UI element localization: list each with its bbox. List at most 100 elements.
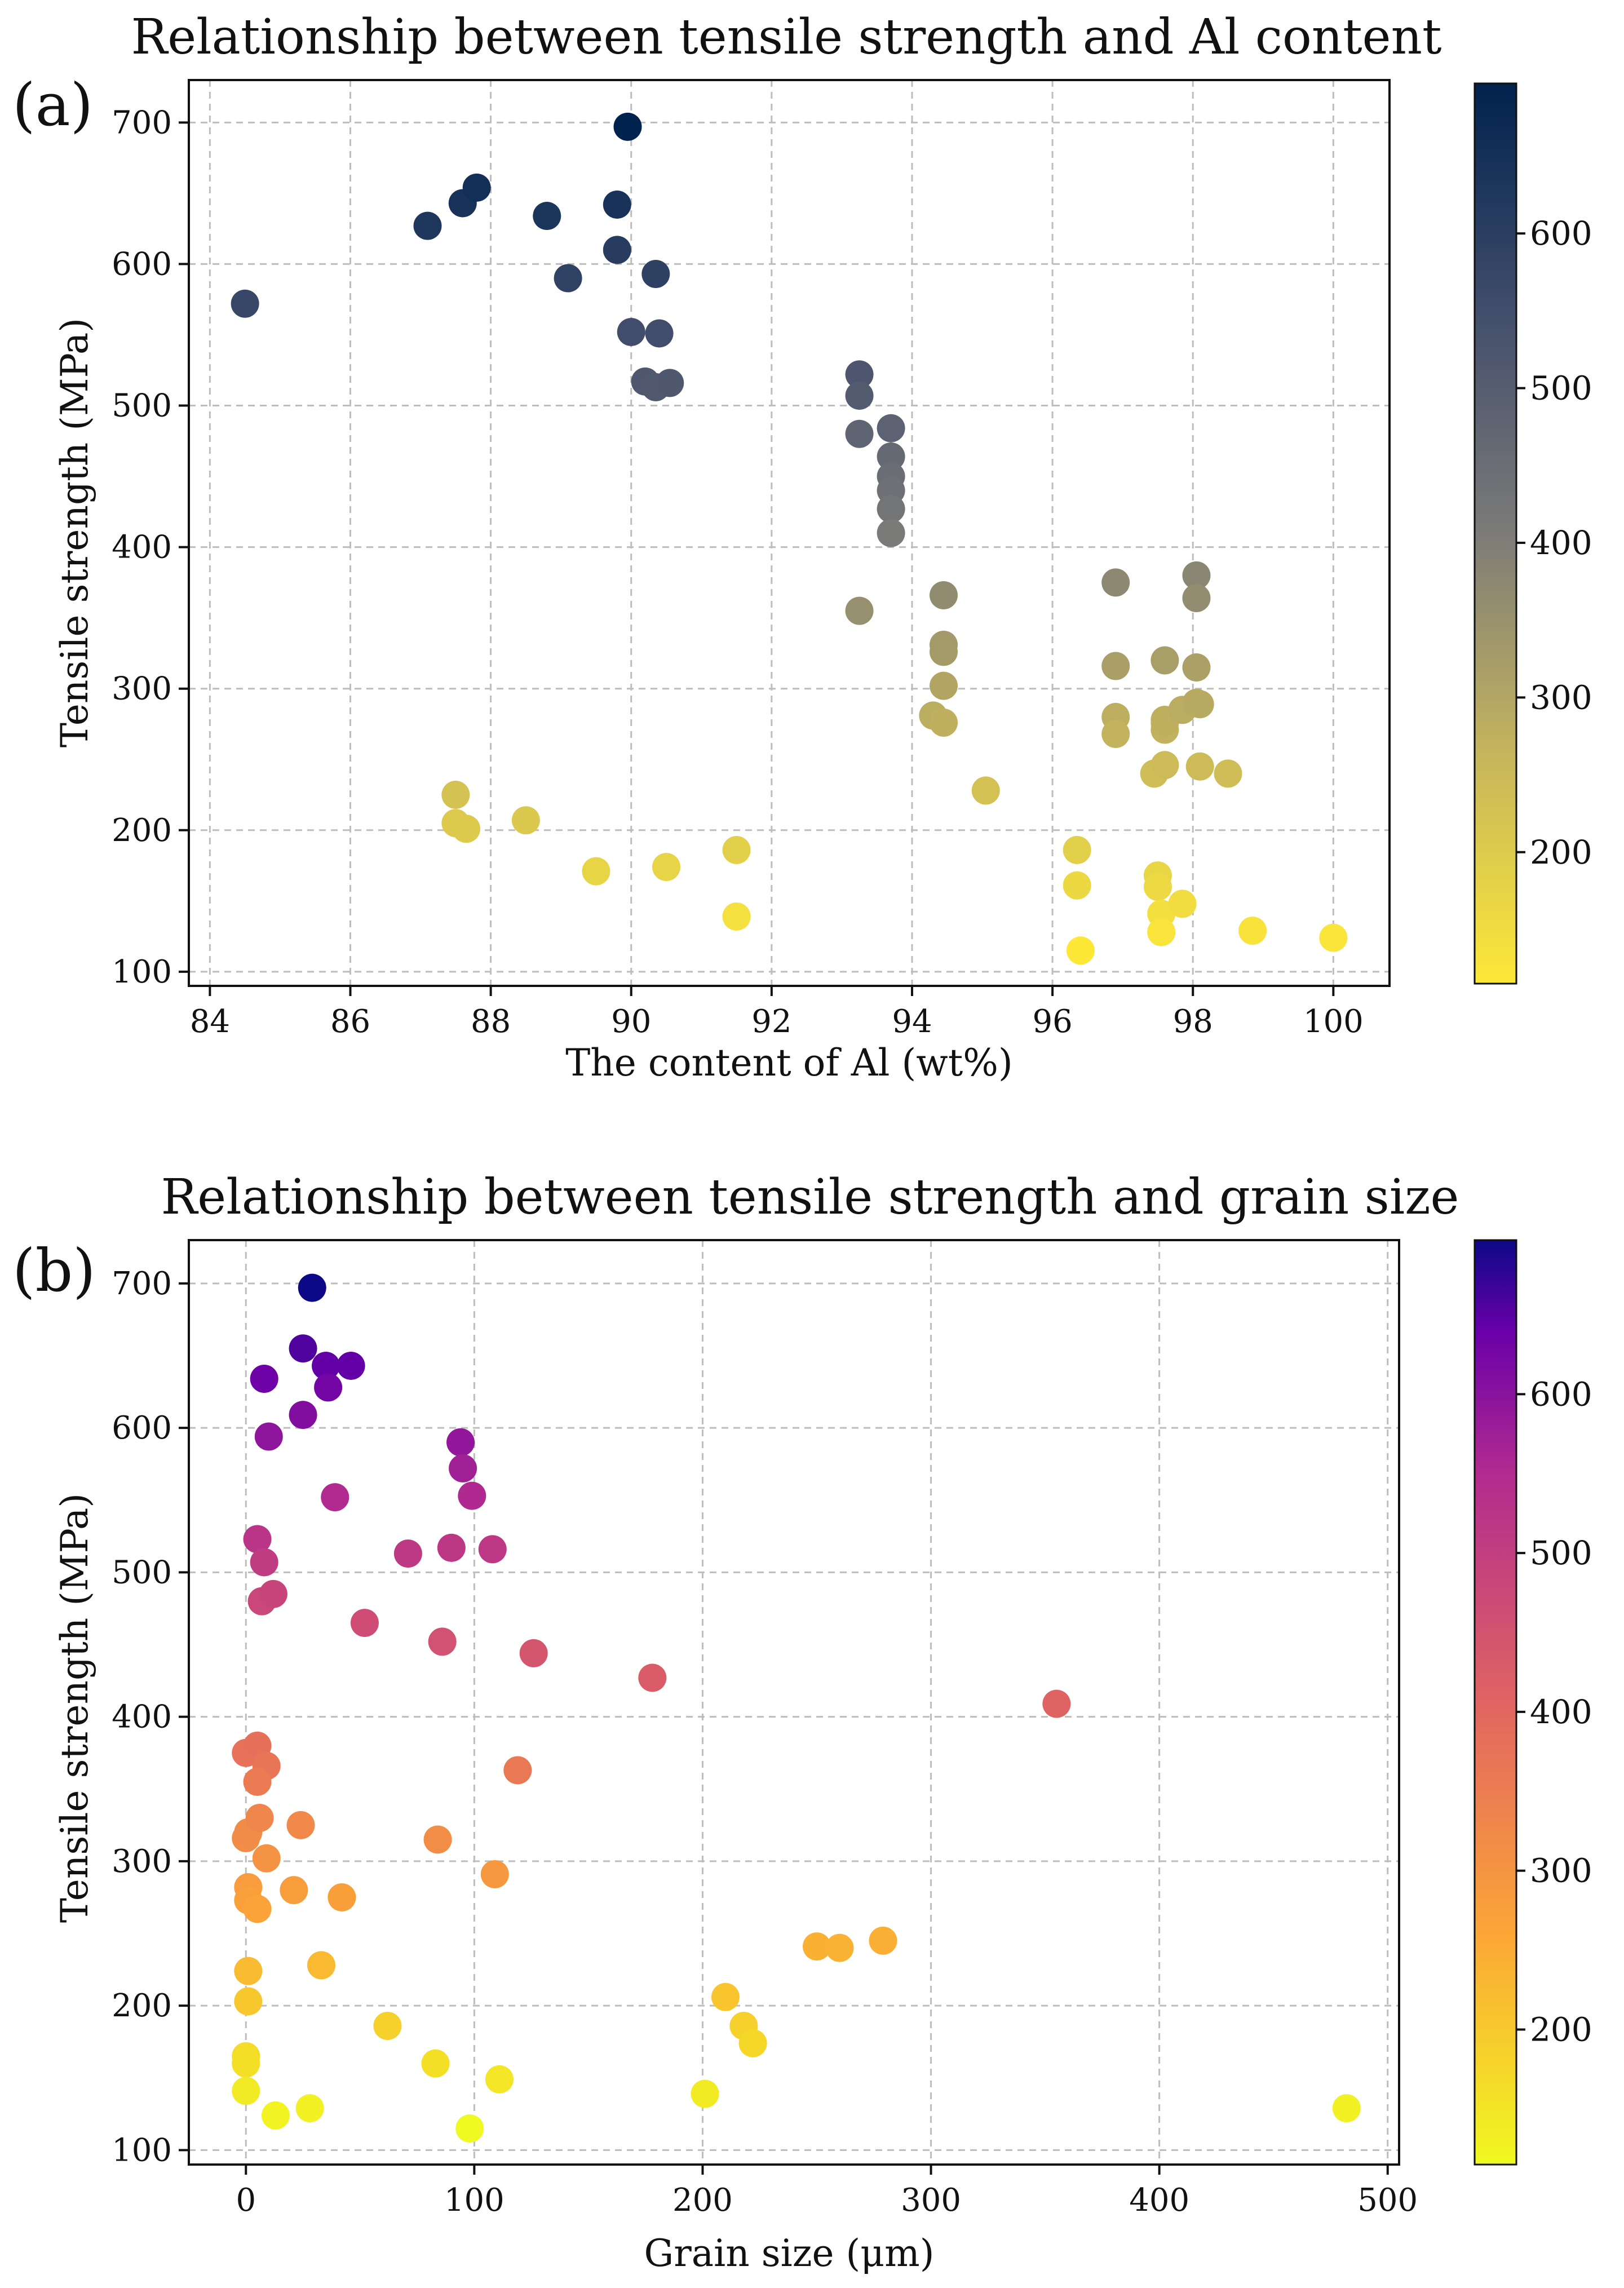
data-point [485, 2065, 514, 2094]
plot-frame-a [188, 79, 1391, 987]
x-tick-label: 100 [444, 2182, 505, 2219]
colorbar-tick-label: 400 [1530, 1693, 1592, 1731]
y-tick-label: 200 [112, 812, 172, 849]
data-point [373, 2012, 402, 2040]
data-point [243, 1895, 272, 1923]
data-point [234, 1987, 263, 2016]
panel-b: Relationship between tensile strength an… [12, 1169, 1592, 2275]
x-tick-label: 100 [1303, 1003, 1364, 1040]
colorbar-tick-label: 500 [1530, 369, 1592, 408]
data-point [722, 835, 751, 864]
data-point [254, 1422, 283, 1451]
y-tick-label: 600 [112, 1410, 172, 1446]
y-tick-label: 200 [112, 1988, 172, 2024]
data-point [691, 2079, 719, 2108]
data-point [1101, 568, 1130, 597]
x-tick-label: 96 [1032, 1003, 1072, 1040]
data-point [511, 806, 540, 835]
data-point [603, 190, 631, 219]
data-point [449, 1454, 477, 1482]
colorbar-tick-label: 600 [1530, 1375, 1592, 1413]
data-point [1063, 835, 1091, 864]
data-point [478, 1535, 507, 1564]
data-point [289, 1334, 317, 1363]
data-point [232, 2077, 260, 2105]
data-point [711, 1982, 740, 2011]
data-point [738, 2029, 767, 2057]
data-point [298, 1273, 326, 1302]
y-tick-label: 700 [112, 104, 172, 141]
data-point [656, 369, 684, 397]
colorbar-tick-label: 400 [1530, 524, 1592, 562]
panel-label-b: (b) [12, 1236, 96, 1305]
x-tick-label: 98 [1173, 1003, 1213, 1040]
data-point [1319, 923, 1348, 952]
colorbar-tick-label: 500 [1530, 1534, 1592, 1572]
data-point [259, 1579, 287, 1608]
data-point [1063, 871, 1091, 900]
data-point [638, 1663, 667, 1692]
data-point [869, 1926, 897, 1955]
data-point [455, 2114, 484, 2143]
x-tick-label: 0 [236, 2182, 256, 2219]
y-axis-ticks-a: 100 200 300 400 500 600 700 [112, 104, 189, 990]
x-tick-label: 88 [471, 1003, 511, 1040]
data-point [613, 112, 642, 141]
x-tick-label: 94 [892, 1003, 932, 1040]
x-tick-label: 84 [190, 1003, 230, 1040]
data-point [428, 1627, 457, 1656]
y-axis-label-b: Tensile strength (MPa) [53, 1493, 96, 1923]
data-point [803, 1932, 831, 1961]
data-point [1182, 561, 1211, 590]
plot-frame-b [188, 1239, 1400, 2166]
x-tick-label: 300 [901, 2182, 961, 2219]
data-point [1101, 652, 1130, 680]
data-point [519, 1639, 548, 1667]
colorbar-ticks-b: 200 300 400 500 600 [1516, 1375, 1592, 2048]
y-axis-ticks-b: 100 200 300 400 500 600 700 [112, 1265, 189, 2168]
grid-a [189, 80, 1390, 986]
data-point [603, 236, 631, 264]
scatter-points-b [232, 1273, 1361, 2143]
data-point [554, 264, 582, 293]
data-point [295, 2094, 324, 2123]
data-point [446, 1428, 475, 1457]
data-point [452, 815, 481, 843]
colorbar-ticks-a: 200 300 400 500 600 [1516, 214, 1592, 871]
colorbar-tick-label: 600 [1530, 214, 1592, 253]
panel-label-a: (a) [12, 70, 93, 139]
data-point [252, 1844, 281, 1873]
data-point [350, 1609, 379, 1638]
data-point [393, 1539, 422, 1568]
y-tick-label: 300 [112, 1843, 172, 1880]
x-tick-label: 92 [751, 1003, 791, 1040]
data-point [930, 708, 958, 737]
x-tick-label: 200 [672, 2182, 733, 2219]
data-point [722, 902, 751, 931]
data-point [652, 853, 681, 882]
colorbar-a [1473, 82, 1517, 985]
data-point [1214, 759, 1242, 788]
data-point [645, 319, 674, 348]
data-point [877, 519, 905, 547]
data-point [1185, 690, 1214, 719]
data-point [1185, 752, 1214, 781]
data-point [930, 581, 958, 609]
data-point [462, 173, 491, 202]
colorbar-tick-label: 200 [1530, 833, 1592, 871]
data-point [845, 419, 874, 448]
data-point [845, 596, 874, 625]
y-tick-label: 300 [112, 671, 172, 707]
x-tick-label: 400 [1129, 2182, 1189, 2219]
data-point [845, 360, 874, 389]
data-point [503, 1756, 532, 1785]
data-point [1147, 918, 1176, 946]
x-tick-label: 86 [330, 1003, 370, 1040]
data-point [234, 1957, 263, 1985]
colorbar-tick-label: 300 [1530, 678, 1592, 716]
data-point [641, 259, 670, 288]
data-point [1150, 646, 1179, 675]
data-point [286, 1811, 315, 1839]
data-point [307, 1951, 335, 1980]
